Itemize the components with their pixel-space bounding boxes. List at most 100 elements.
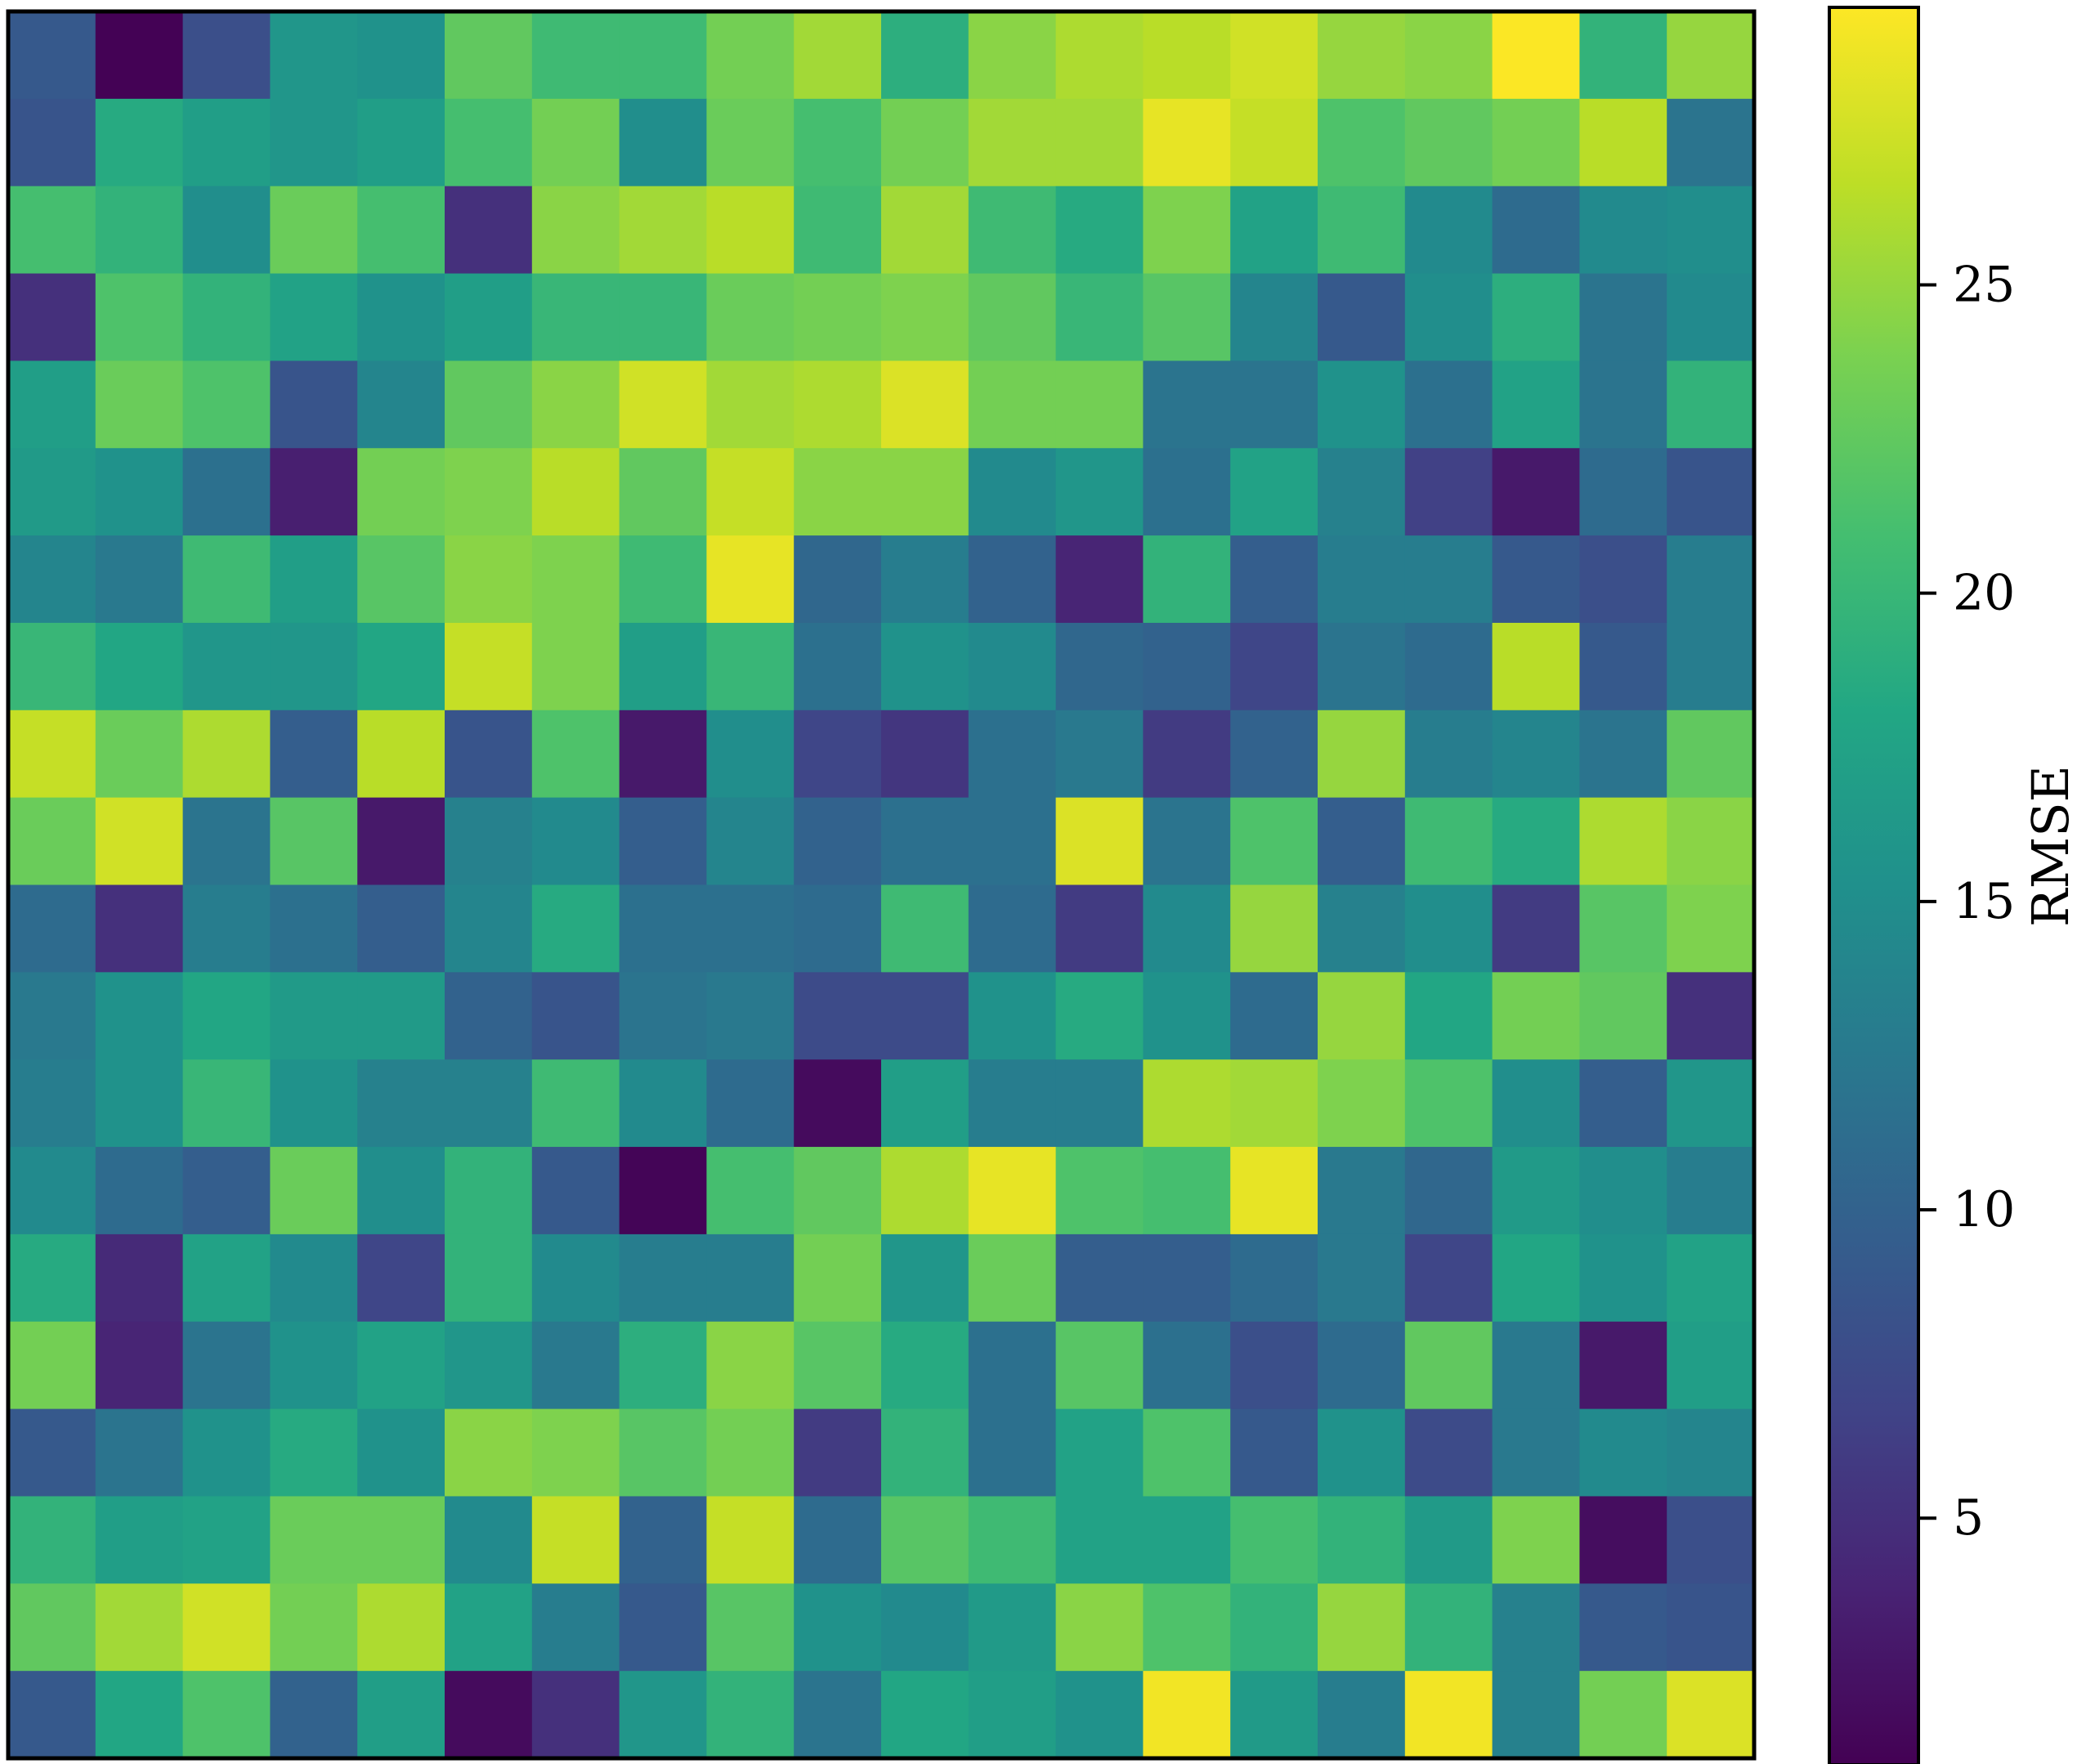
heatmap-cell xyxy=(8,622,96,711)
heatmap-cell xyxy=(794,1671,882,1759)
heatmap-cell xyxy=(706,535,795,624)
heatmap-cell xyxy=(1318,1147,1406,1235)
heatmap-cell xyxy=(619,1233,707,1323)
heatmap-cell xyxy=(968,710,1057,799)
heatmap-cell xyxy=(968,360,1057,449)
heatmap-cell xyxy=(182,186,271,275)
heatmap-cell xyxy=(1492,1408,1580,1498)
colorbar-gradient xyxy=(1829,7,1918,1764)
heatmap-cell xyxy=(794,535,882,624)
heatmap-cell xyxy=(1055,360,1144,449)
heatmap-cell xyxy=(357,273,445,361)
heatmap-cell xyxy=(270,1147,358,1235)
heatmap-cell xyxy=(357,972,445,1060)
heatmap-cell xyxy=(95,710,184,799)
heatmap-cell xyxy=(1492,1233,1580,1323)
heatmap-cell xyxy=(1579,1321,1667,1410)
heatmap-cell xyxy=(1143,1408,1231,1498)
heatmap-cell xyxy=(1579,448,1667,536)
heatmap-cell xyxy=(270,1059,358,1148)
heatmap-cell xyxy=(182,448,271,536)
heatmap-cell xyxy=(881,710,969,799)
heatmap-cell xyxy=(270,448,358,536)
heatmap-cell xyxy=(794,1233,882,1323)
heatmap-cell xyxy=(8,884,96,973)
heatmap-cell xyxy=(619,622,707,711)
heatmap-cell xyxy=(706,1147,795,1235)
heatmap-cell xyxy=(357,622,445,711)
heatmap-cell xyxy=(1230,1408,1318,1498)
heatmap-cell xyxy=(1404,1671,1493,1759)
heatmap-cell xyxy=(794,1321,882,1410)
heatmap-cell xyxy=(1579,1233,1667,1323)
heatmap-cell xyxy=(8,1233,96,1323)
heatmap-cell xyxy=(95,1408,184,1498)
heatmap-cell xyxy=(445,972,533,1060)
heatmap-cell xyxy=(1404,622,1493,711)
heatmap-cell xyxy=(1667,448,1755,536)
heatmap-cell xyxy=(881,1321,969,1410)
heatmap-cell xyxy=(794,972,882,1060)
heatmap-cell xyxy=(1492,98,1580,187)
heatmap-cell xyxy=(1579,1059,1667,1148)
heatmap-cell xyxy=(95,1496,184,1584)
heatmap-cell xyxy=(968,884,1057,973)
heatmap-cell xyxy=(445,1059,533,1148)
colorbar-tick-label: 20 xyxy=(1953,565,2015,622)
heatmap-cell xyxy=(357,1583,445,1672)
colorbar-tick-label: 25 xyxy=(1953,256,2015,313)
heatmap-cell xyxy=(270,884,358,973)
heatmap-cell xyxy=(706,1321,795,1410)
heatmap-cell xyxy=(619,1583,707,1672)
heatmap-cell xyxy=(1404,1583,1493,1672)
heatmap-cell xyxy=(881,535,969,624)
heatmap-cell xyxy=(619,98,707,187)
heatmap-cell xyxy=(95,98,184,187)
heatmap-cell xyxy=(1667,1408,1755,1498)
heatmap-cell xyxy=(1055,98,1144,187)
heatmap-cell xyxy=(1230,1147,1318,1235)
heatmap-cell xyxy=(1318,622,1406,711)
heatmap-cell xyxy=(357,1321,445,1410)
heatmap-cell xyxy=(95,972,184,1060)
heatmap-cell xyxy=(1667,797,1755,886)
heatmap-cell xyxy=(1143,1496,1231,1584)
heatmap-cell xyxy=(1230,11,1318,100)
heatmap-cell xyxy=(1667,360,1755,449)
heatmap-cell xyxy=(357,1496,445,1584)
heatmap-cell xyxy=(706,622,795,711)
heatmap-cell xyxy=(531,535,620,624)
heatmap-cell xyxy=(1143,710,1231,799)
heatmap-cell xyxy=(1492,11,1580,100)
heatmap-cell xyxy=(881,1671,969,1759)
heatmap-cell xyxy=(706,98,795,187)
heatmap-cell xyxy=(1055,797,1144,886)
heatmap-cell xyxy=(8,1408,96,1498)
heatmap-cell xyxy=(357,1059,445,1148)
heatmap-cell xyxy=(881,622,969,711)
heatmap-cell xyxy=(1404,273,1493,361)
heatmap-frame xyxy=(6,9,1757,1761)
heatmap-cell xyxy=(1143,186,1231,275)
heatmap-cell xyxy=(95,448,184,536)
heatmap-cell xyxy=(1143,1583,1231,1672)
heatmap-cell xyxy=(531,884,620,973)
heatmap-cell xyxy=(706,710,795,799)
heatmap-cell xyxy=(794,1496,882,1584)
heatmap-cell xyxy=(1579,972,1667,1060)
heatmap-cell xyxy=(182,972,271,1060)
heatmap-cell xyxy=(881,797,969,886)
heatmap-cell xyxy=(1579,186,1667,275)
heatmap-cell xyxy=(95,360,184,449)
heatmap-cell xyxy=(445,448,533,536)
heatmap-cell xyxy=(531,622,620,711)
heatmap-cell xyxy=(794,186,882,275)
heatmap-cell xyxy=(706,1583,795,1672)
heatmap-cell xyxy=(531,1321,620,1410)
heatmap-cell xyxy=(1318,1233,1406,1323)
heatmap-cell xyxy=(182,98,271,187)
heatmap-cell xyxy=(706,1496,795,1584)
heatmap-cell xyxy=(8,1496,96,1584)
heatmap-cell xyxy=(1579,884,1667,973)
